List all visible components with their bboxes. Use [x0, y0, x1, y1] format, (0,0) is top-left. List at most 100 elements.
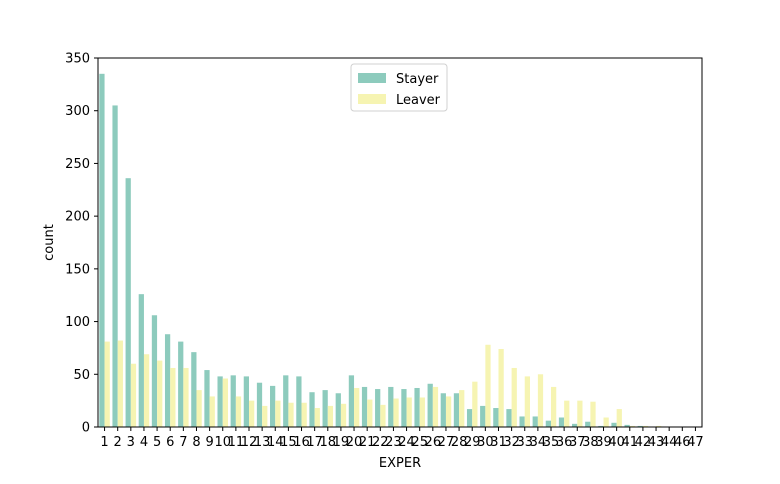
bar-stayer-31 — [493, 408, 499, 427]
x-tick-label: 33 — [516, 435, 533, 450]
x-tick-label: 32 — [503, 435, 520, 450]
bar-stayer-4 — [138, 294, 144, 427]
bar-stayer-5 — [151, 315, 158, 427]
bar-stayer-35 — [545, 420, 551, 427]
x-tick-label: 37 — [569, 435, 586, 450]
bar-stayer-23 — [388, 386, 394, 427]
bar-leaver-8 — [196, 390, 202, 427]
bar-leaver-17 — [314, 408, 320, 427]
bar-leaver-23 — [393, 398, 399, 427]
x-axis-label: EXPER — [379, 456, 421, 471]
bar-stayer-6 — [164, 334, 171, 427]
bar-stayer-14 — [270, 385, 276, 427]
bar-leaver-25 — [419, 397, 425, 427]
bar-stayer-26 — [427, 383, 433, 427]
x-tick-label: 42 — [635, 435, 652, 450]
bar-stayer-24 — [401, 389, 407, 427]
bar-stayer-21 — [361, 386, 368, 427]
bar-stayer-38 — [585, 421, 591, 427]
bar-leaver-13 — [262, 405, 268, 427]
bar-stayer-12 — [243, 376, 249, 427]
bar-stayer-39 — [598, 425, 604, 427]
bar-leaver-12 — [249, 400, 255, 427]
x-tick-label: 12 — [241, 435, 258, 450]
legend-swatch-leaver — [358, 94, 386, 104]
bar-leaver-7 — [183, 367, 189, 427]
x-tick-label: 23 — [385, 435, 402, 450]
bar-stayer-27 — [440, 393, 446, 427]
bars-layer — [99, 73, 662, 427]
x-tick-label: 18 — [320, 435, 337, 450]
x-tick-label: 34 — [530, 435, 547, 450]
y-axis: 0 50 100 150 200 250 300 350 — [65, 52, 98, 436]
x-tick-label: 29 — [464, 435, 481, 450]
bar-stayer-40 — [611, 422, 617, 427]
bar-leaver-4 — [143, 354, 150, 427]
y-tick-label: 350 — [65, 52, 90, 67]
bar-leaver-34 — [537, 374, 544, 427]
x-tick-label: 13 — [254, 435, 271, 450]
bar-stayer-30 — [480, 405, 486, 427]
y-tick-label: 300 — [65, 104, 90, 119]
bar-leaver-21 — [367, 399, 373, 427]
bar-leaver-43 — [656, 425, 662, 427]
bar-stayer-25 — [414, 387, 420, 427]
bar-leaver-33 — [524, 376, 530, 427]
bar-leaver-39 — [603, 417, 609, 427]
x-tick-label: 43 — [648, 435, 665, 450]
bar-leaver-32 — [511, 367, 517, 427]
bar-leaver-6 — [170, 367, 176, 427]
x-tick-label: 14 — [267, 435, 284, 450]
bar-stayer-28 — [453, 393, 460, 427]
bar-leaver-38 — [590, 401, 596, 427]
legend-label-leaver: Leaver — [396, 93, 441, 108]
x-tick-label: 46 — [674, 435, 691, 450]
x-tick-label: 31 — [490, 435, 507, 450]
x-tick-label: 6 — [166, 435, 174, 450]
legend-swatch-stayer — [358, 73, 386, 83]
y-tick-label: 150 — [65, 262, 90, 277]
x-tick-label: 24 — [398, 435, 415, 450]
bar-stayer-15 — [283, 375, 289, 427]
bar-leaver-14 — [275, 400, 281, 427]
bar-stayer-9 — [204, 370, 210, 427]
bar-stayer-41 — [624, 424, 630, 427]
bar-leaver-16 — [301, 402, 307, 427]
bar-leaver-18 — [327, 405, 334, 427]
x-tick-label: 22 — [372, 435, 389, 450]
bar-stayer-1 — [99, 73, 105, 427]
bar-leaver-20 — [354, 387, 360, 427]
x-tick-label: 35 — [543, 435, 560, 450]
x-axis: 1 2 3 4 5 6 7 8 9 1011121314151617181920212223242… — [100, 427, 704, 450]
bar-leaver-9 — [209, 396, 215, 427]
x-tick-label: 2 — [114, 435, 122, 450]
x-tick-label: 8 — [192, 435, 200, 450]
bar-stayer-37 — [572, 423, 578, 427]
bar-stayer-19 — [335, 393, 341, 427]
legend: Stayer Leaver — [350, 63, 448, 112]
bar-leaver-35 — [551, 386, 557, 427]
y-tick-label: 100 — [65, 315, 90, 330]
x-tick-label: 27 — [438, 435, 455, 450]
x-tick-label: 4 — [140, 435, 148, 450]
bar-stayer-22 — [375, 389, 381, 427]
x-tick-label: 30 — [477, 435, 494, 450]
x-tick-label: 16 — [293, 435, 310, 450]
bar-stayer-13 — [256, 382, 263, 427]
bar-leaver-3 — [130, 363, 137, 427]
x-tick-label: 3 — [127, 435, 135, 450]
bar-leaver-10 — [222, 378, 228, 427]
y-tick-label: 0 — [82, 421, 90, 436]
bar-leaver-36 — [564, 400, 570, 427]
x-tick-label: 21 — [359, 435, 376, 450]
bar-leaver-28 — [459, 390, 465, 427]
bar-leaver-5 — [157, 360, 163, 427]
x-tick-label: 5 — [153, 435, 161, 450]
bar-leaver-26 — [432, 386, 439, 427]
x-tick-label: 28 — [451, 435, 468, 450]
bar-leaver-29 — [472, 381, 478, 427]
bar-leaver-40 — [616, 409, 622, 427]
bar-leaver-2 — [117, 340, 123, 427]
x-tick-label: 38 — [582, 435, 599, 450]
